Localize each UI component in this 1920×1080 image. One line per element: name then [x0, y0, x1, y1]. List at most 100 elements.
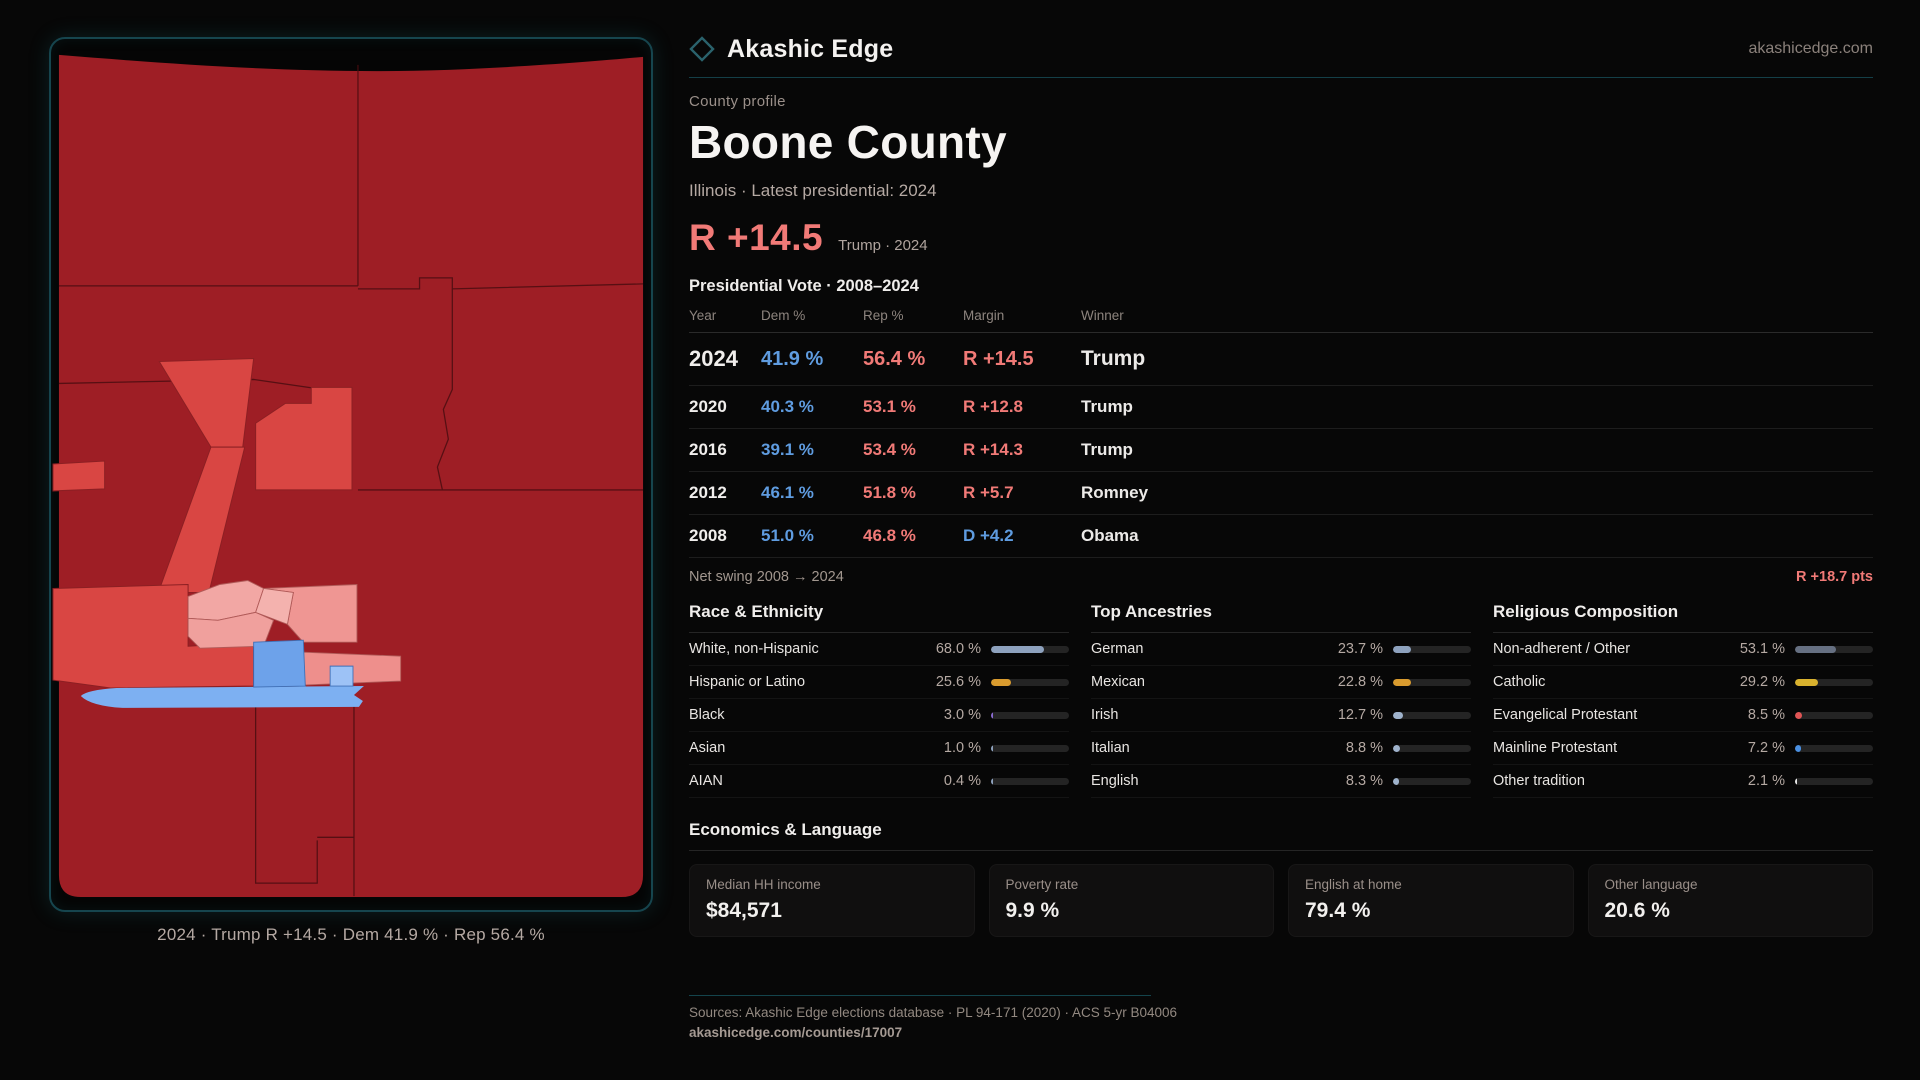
demo-row: English 8.3 %	[1091, 765, 1471, 798]
demo-label: German	[1091, 641, 1144, 657]
demo-row: Non-adherent / Other 53.1 %	[1493, 633, 1873, 666]
vote-year: 2012	[689, 483, 727, 502]
demo-heading-1: Top Ancestries	[1091, 602, 1471, 633]
econ-card-2: English at home 79.4 %	[1288, 864, 1574, 937]
boone-county-map-svg	[52, 54, 644, 898]
demo-row: Asian 1.0 %	[689, 732, 1069, 765]
profile-panel: Akashic Edge akashicedge.com County prof…	[689, 30, 1873, 1042]
permalink-link[interactable]: akashicedge.com/counties/17007	[689, 1025, 903, 1040]
headline-margin-value: R +14.5	[689, 217, 824, 258]
economics-heading: Economics & Language	[689, 820, 1873, 851]
precinct-choropleth-map[interactable]	[49, 37, 653, 912]
page-title: Boone County	[689, 116, 1007, 168]
demo-row: Mexican 22.8 %	[1091, 666, 1471, 699]
site-link[interactable]: akashicedge.com	[1748, 40, 1873, 57]
demo-section-2: Religious Composition Non-adherent / Othe…	[1493, 602, 1873, 798]
demo-value: 68.0 %	[935, 641, 981, 657]
demo-row: Other tradition 2.1 %	[1493, 765, 1873, 798]
map-caption: 2024 · Trump R +14.5 · Dem 41.9 % · Rep …	[157, 925, 545, 944]
demo-value: 22.8 %	[1337, 674, 1383, 690]
demo-row: Irish 12.7 %	[1091, 699, 1471, 732]
demo-value: 8.8 %	[1345, 740, 1383, 756]
demo-label: Other tradition	[1493, 773, 1585, 789]
vote-winner: Romney	[1081, 483, 1149, 502]
vote-row-2020: 2020 40.3 % 53.1 % R +12.8 Trump	[689, 386, 1873, 429]
demo-bar-track	[1393, 678, 1471, 686]
economics-section: Economics & Language Median HH income $84…	[689, 820, 1873, 937]
demo-value: 3.0 %	[943, 707, 981, 723]
vote-row-2012: 2012 46.1 % 51.8 % R +5.7 Romney	[689, 472, 1873, 515]
header-divider	[689, 77, 1873, 78]
vote-rep-pct: 56.4 %	[863, 347, 926, 370]
vote-dem-pct: 46.1 %	[761, 483, 814, 502]
brand-name: Akashic Edge	[727, 34, 894, 63]
vote-rep-pct: 53.4 %	[863, 440, 916, 459]
demo-bar-fill	[1393, 777, 1400, 785]
demo-label: AIAN	[689, 773, 723, 789]
demo-row: White, non-Hispanic 68.0 %	[689, 633, 1069, 666]
vote-table-header: Year Dem % Rep % Margin Winner	[689, 308, 1873, 333]
econ-card-label: Poverty rate	[1005, 877, 1079, 892]
net-swing-label: Net swing 2008 → 2024	[689, 569, 844, 585]
demo-bar-track	[1795, 777, 1873, 785]
kicker-label: County profile	[689, 93, 786, 110]
col-margin: Margin	[963, 308, 1005, 323]
net-swing-row: Net swing 2008 → 2024 R +18.7 pts	[689, 569, 1873, 585]
net-swing-value: R +18.7 pts	[1796, 569, 1873, 585]
demo-label: Irish	[1091, 707, 1119, 723]
vote-year: 2024	[689, 346, 738, 371]
demo-value: 8.3 %	[1345, 773, 1383, 789]
vote-rep-pct: 51.8 %	[863, 483, 916, 502]
demo-bar-track	[991, 711, 1069, 719]
demo-heading-0: Race & Ethnicity	[689, 602, 1069, 633]
demo-row: Italian 8.8 %	[1091, 732, 1471, 765]
demo-bar-fill	[1795, 678, 1818, 686]
demo-value: 23.7 %	[1337, 641, 1383, 657]
demo-bar-fill	[1795, 645, 1837, 653]
footer-divider	[689, 995, 1151, 996]
econ-card-0: Median HH income $84,571	[689, 864, 975, 937]
demo-bar-fill	[991, 678, 1011, 686]
demo-label: Asian	[689, 740, 726, 756]
demo-bar-fill	[1393, 711, 1403, 719]
demo-bar-fill	[991, 645, 1045, 653]
vote-row-2024: 2024 41.9 % 56.4 % R +14.5 Trump	[689, 333, 1873, 386]
headline-margin-block: R +14.5 Trump · 2024	[689, 217, 1873, 259]
col-rep: Rep %	[863, 308, 904, 323]
demo-row: Hispanic or Latino 25.6 %	[689, 666, 1069, 699]
demo-bar-fill	[991, 711, 994, 719]
demo-row: AIAN 0.4 %	[689, 765, 1069, 798]
demo-label: White, non-Hispanic	[689, 641, 819, 657]
econ-card-label: English at home	[1305, 877, 1402, 892]
demo-value: 8.5 %	[1747, 707, 1785, 723]
vote-row-2008: 2008 51.0 % 46.8 % D +4.2 Obama	[689, 515, 1873, 558]
econ-card-3: Other language 20.6 %	[1587, 864, 1873, 937]
demo-bar-fill	[1393, 678, 1411, 686]
vote-year: 2016	[689, 440, 727, 459]
vote-year: 2008	[689, 526, 727, 545]
vote-dem-pct: 41.9 %	[761, 347, 824, 370]
demo-heading-2: Religious Composition	[1493, 602, 1873, 633]
demo-bar-track	[991, 678, 1069, 686]
vote-winner: Obama	[1081, 526, 1139, 545]
demo-label: Hispanic or Latino	[689, 674, 806, 690]
econ-card-1: Poverty rate 9.9 %	[988, 864, 1274, 937]
demo-bar-fill	[1795, 711, 1802, 719]
demo-label: Mainline Protestant	[1493, 740, 1618, 756]
demo-value: 0.4 %	[943, 773, 981, 789]
demo-value: 29.2 %	[1739, 674, 1785, 690]
demo-row: German 23.7 %	[1091, 633, 1471, 666]
vote-winner: Trump	[1081, 397, 1133, 416]
vote-table-title: Presidential Vote · 2008–2024	[689, 277, 919, 295]
demo-bar-fill	[1795, 777, 1797, 785]
page-footer: Sources: Akashic Edge elections database…	[689, 995, 1873, 1042]
demo-bar-track	[991, 645, 1069, 653]
demo-bar-track	[1795, 678, 1873, 686]
vote-margin: R +14.5	[963, 347, 1034, 370]
econ-card-value: 79.4 %	[1305, 899, 1371, 922]
vote-winner: Trump	[1081, 440, 1133, 459]
demo-label: Black	[689, 707, 725, 723]
econ-card-value: $84,571	[706, 899, 782, 922]
demo-value: 1.0 %	[943, 740, 981, 756]
